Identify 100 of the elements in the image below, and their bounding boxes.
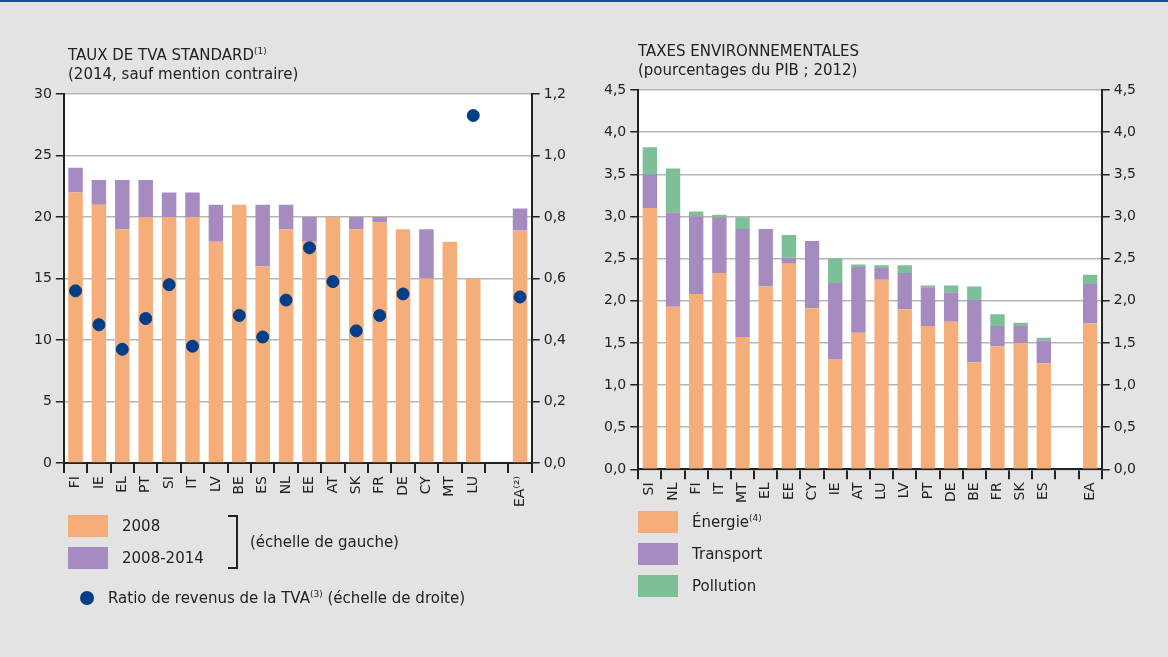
bar	[349, 217, 364, 230]
bar	[185, 192, 200, 218]
point	[185, 339, 199, 353]
bar	[185, 217, 200, 463]
bar	[851, 332, 866, 469]
bar	[943, 292, 959, 322]
bar	[665, 306, 681, 469]
bar	[642, 208, 658, 469]
y-tick-label: 2,5	[604, 249, 627, 266]
bar	[828, 283, 843, 359]
y2-tick-label: 2,0	[1113, 291, 1136, 308]
bar	[828, 358, 843, 469]
bar	[138, 217, 153, 463]
bar	[278, 204, 294, 230]
y2-tick-label: 0,2	[543, 392, 566, 409]
bar	[208, 204, 224, 242]
y-tick-label: 4,5	[604, 80, 627, 97]
point	[349, 324, 363, 338]
legend-label: 2008	[122, 517, 161, 535]
y2-tick-label: 0,5	[1113, 417, 1136, 434]
bar	[689, 211, 704, 217]
y-tick-label: 30	[33, 84, 52, 101]
legend-label: Ratio de revenus de la TVA$^{(3)}$ (échelle de droite)	[108, 589, 466, 607]
point	[396, 287, 410, 301]
y-tick-label: 25	[33, 146, 52, 163]
x-tick-label: DE	[941, 482, 958, 503]
chart-title: TAUX DE TVA STANDARD$^{(1)}$	[68, 45, 268, 65]
point	[256, 330, 270, 344]
point	[326, 275, 340, 289]
x-tick-label: FR	[370, 475, 387, 494]
point	[302, 241, 316, 255]
x-tick-label: LU	[872, 482, 889, 500]
bar	[712, 217, 727, 273]
bar	[255, 266, 270, 463]
chart-subtitle: (2014, sauf mention contraire)	[68, 65, 300, 84]
point	[466, 109, 480, 123]
x-tick-label: EL	[756, 482, 773, 500]
x-tick-label: EE	[779, 482, 796, 501]
y2-tick-label: 3,0	[1113, 207, 1136, 224]
point	[162, 278, 176, 292]
bar	[372, 217, 387, 222]
point	[513, 290, 527, 304]
bar	[255, 204, 270, 267]
legend-label: Pollution	[692, 577, 757, 595]
bar	[920, 287, 936, 327]
y-tick-label: 5	[42, 392, 52, 409]
x-tick-label: EA⁽²⁾	[510, 476, 527, 508]
y2-tick-label: 1,2	[543, 84, 566, 101]
x-tick-label: SI	[640, 482, 657, 496]
y2-tick-label: 0,0	[543, 453, 566, 470]
x-tick-label: FR	[988, 482, 1005, 501]
bar	[115, 180, 130, 230]
y-tick-label: 1,0	[604, 375, 627, 392]
x-tick-label: IE	[825, 482, 842, 496]
bar	[665, 212, 681, 307]
x-tick-label: LV	[206, 475, 223, 492]
bar	[442, 241, 458, 463]
bar	[325, 217, 341, 463]
x-tick-label: ES	[1034, 482, 1051, 501]
y-tick-label: 10	[33, 330, 52, 347]
point	[373, 308, 387, 322]
bar	[91, 204, 107, 463]
chart-subtitle: (pourcentages du PIB ; 2012)	[638, 61, 859, 80]
bar	[874, 265, 889, 268]
bar	[91, 180, 107, 205]
bar	[735, 337, 750, 469]
bar	[828, 258, 843, 284]
x-tick-label: SI	[159, 476, 176, 490]
bar	[642, 174, 658, 209]
bar	[1036, 340, 1051, 364]
bar	[419, 278, 434, 463]
y-tick-label: 3,5	[604, 164, 627, 181]
bar	[68, 167, 83, 193]
x-tick-label: MT	[733, 481, 750, 504]
bar	[712, 272, 727, 469]
bar	[735, 217, 750, 230]
x-tick-label: SK	[346, 475, 363, 495]
x-tick-label: IT	[710, 481, 727, 496]
x-tick-label: EL	[112, 475, 129, 493]
bar	[851, 267, 866, 333]
bar	[874, 267, 889, 280]
y-tick-label: 2,0	[604, 291, 627, 308]
y2-tick-label: 0,6	[543, 269, 567, 286]
point	[139, 312, 153, 326]
bar	[758, 286, 773, 469]
y2-tick-label: 4,0	[1113, 122, 1136, 139]
x-tick-label: CY	[417, 475, 434, 495]
y2-tick-label: 1,5	[1113, 333, 1136, 350]
x-tick-label: DE	[393, 476, 410, 496]
x-tick-label: LU	[463, 476, 480, 494]
bar	[372, 221, 387, 463]
bar	[512, 208, 528, 231]
x-tick-label: NL	[663, 482, 680, 501]
x-tick-label: IE	[89, 476, 106, 490]
bar	[1082, 274, 1098, 284]
x-tick-label: PT	[918, 481, 935, 500]
point	[232, 308, 246, 322]
x-tick-label: EE	[300, 476, 317, 494]
y-tick-label: 4,0	[604, 122, 627, 139]
x-tick-label: ES	[253, 475, 270, 494]
